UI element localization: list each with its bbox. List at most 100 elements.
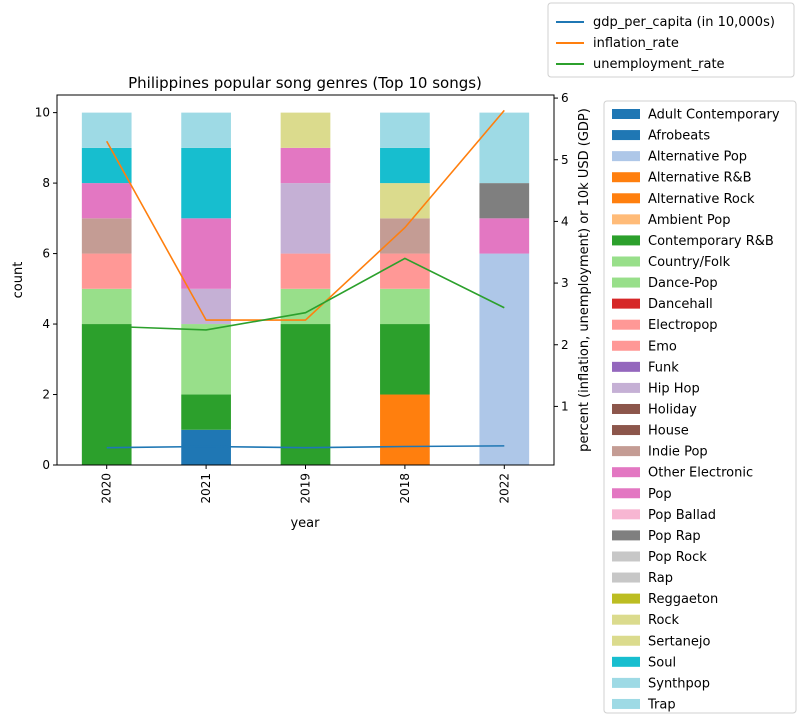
y-axis-left: 0 2 4 6 8 10 [35, 106, 57, 472]
x-tick-label: 2018 [398, 473, 412, 504]
bar-legend-label: Synthpop [648, 676, 710, 691]
bar-legend-label: Alternative Pop [648, 150, 747, 165]
bar-legend-label: Funk [648, 360, 679, 375]
bar-legend-swatch [612, 193, 640, 204]
line-legend-box [547, 2, 795, 78]
bar-legend-label: Sertanejo [648, 634, 711, 649]
x-axis: 2020 2021 2019 2018 2022 [100, 465, 511, 504]
bar-legend-label: Pop [648, 487, 672, 502]
bar-segment [380, 324, 430, 395]
bar-legend-swatch [612, 509, 640, 520]
y2-tick-label: 6 [561, 91, 569, 105]
y2-axis-label: percent (inflation, unemployment) or 10k… [577, 108, 592, 452]
y2-tick-label: 5 [561, 153, 569, 167]
y-tick-label: 10 [35, 106, 50, 120]
bar-segment [280, 183, 331, 254]
bar-legend-label: Alternative R&B [648, 171, 752, 186]
bar-legend-swatch [612, 677, 640, 688]
bar-legend-swatch [612, 446, 640, 457]
bar-legend-label: Other Electronic [648, 466, 753, 481]
bar-legend-label: Contemporary R&B [648, 234, 774, 249]
x-tick-label: 2022 [497, 473, 511, 504]
y2-tick-label: 3 [561, 276, 569, 290]
bar-legend-label: Pop Rock [648, 550, 707, 565]
bar-legend-label: Rap [648, 571, 673, 586]
x-tick-label: 2021 [199, 473, 213, 504]
y-tick-label: 4 [42, 317, 50, 331]
y2-tick-label: 1 [561, 399, 569, 413]
bar-legend-swatch [612, 698, 640, 709]
bar-segment [479, 218, 530, 254]
bar-segment [280, 147, 331, 184]
bar-legend-swatch [612, 214, 640, 225]
bar-legend-swatch [612, 530, 640, 541]
bar-legend-swatch [612, 235, 640, 246]
bar-segment [380, 112, 430, 148]
bar-segment [380, 288, 430, 325]
bar-segment [479, 112, 530, 184]
bar-legend-swatch [612, 361, 640, 372]
bar-legend-label: Country/Folk [648, 255, 731, 270]
bar-legend-swatch [612, 551, 640, 562]
bar-legend-label: Electropop [648, 318, 718, 333]
bar-legend-label: Hip Hop [648, 381, 700, 396]
bar-legend-label: Soul [648, 655, 676, 670]
bar-legend-swatch [612, 151, 640, 162]
bar-segment [479, 183, 530, 219]
bar-segment [181, 288, 231, 325]
y-axis-right: 1 2 3 4 5 6 [554, 91, 569, 413]
series-line [106, 445, 505, 449]
bar-segment [181, 112, 231, 148]
bar-segment [81, 147, 132, 184]
lines-layer [106, 109, 505, 449]
bar-legend-label: Indie Pop [648, 445, 708, 460]
y-axis-label: count [11, 262, 26, 299]
y2-tick-label: 2 [561, 338, 569, 352]
bar-segment [280, 288, 331, 325]
bar-legend-label: Dance-Pop [648, 276, 718, 291]
line-legend-label: gdp_per_capita (in 10,000s) [593, 15, 775, 30]
bar-legend-label: Holiday [648, 402, 697, 417]
bar-legend-label: Trap [647, 697, 676, 712]
bar-segment [380, 183, 430, 219]
bar-segment [81, 253, 132, 289]
bar-legend-swatch [612, 382, 640, 393]
bar-legend-label: Rock [648, 613, 680, 628]
bar-segment [181, 147, 231, 219]
bar-legend-swatch [612, 425, 640, 436]
bar-legend-swatch [612, 403, 640, 414]
x-tick-label: 2020 [100, 473, 114, 504]
bar-segment [380, 253, 430, 289]
line-legend: gdp_per_capita (in 10,000s) inflation_rat… [547, 2, 795, 78]
bar-legend-swatch [612, 488, 640, 499]
bar-segment [81, 218, 132, 254]
bar-legend-swatch [612, 256, 640, 267]
series-line [106, 257, 505, 331]
bar-segment [380, 394, 430, 465]
x-tick-label: 2019 [299, 473, 313, 504]
bar-legend-label: Alternative Rock [648, 192, 755, 207]
bar-legend-label: Dancehall [648, 297, 713, 312]
bar-legend-swatch [612, 656, 640, 667]
bar-legend-swatch [612, 277, 640, 288]
bar-legend-swatch [612, 635, 640, 646]
bars-layer [81, 112, 530, 465]
line-legend-label: unemployment_rate [593, 57, 725, 72]
bar-legend-swatch [612, 614, 640, 625]
bar-segment [81, 288, 132, 325]
y-tick-label: 8 [42, 176, 50, 190]
bar-legend-swatch [612, 109, 640, 119]
bar-segment [479, 253, 530, 465]
bar-segment [81, 324, 132, 465]
bar-legend-swatch [612, 593, 640, 604]
bar-segment [81, 183, 132, 219]
bar-legend: Adult Contemporary Afrobeats Alternative P… [603, 100, 797, 714]
bar-legend-swatch [612, 572, 640, 583]
bar-segment [280, 112, 331, 148]
bar-legend-label: Reggaeton [648, 592, 718, 607]
bar-legend-swatch [612, 340, 640, 351]
y-tick-label: 2 [42, 388, 50, 402]
bar-segment [181, 394, 231, 430]
chart-title: Philippines popular song genres (Top 10 … [128, 74, 482, 92]
bar-legend-swatch [612, 130, 640, 141]
